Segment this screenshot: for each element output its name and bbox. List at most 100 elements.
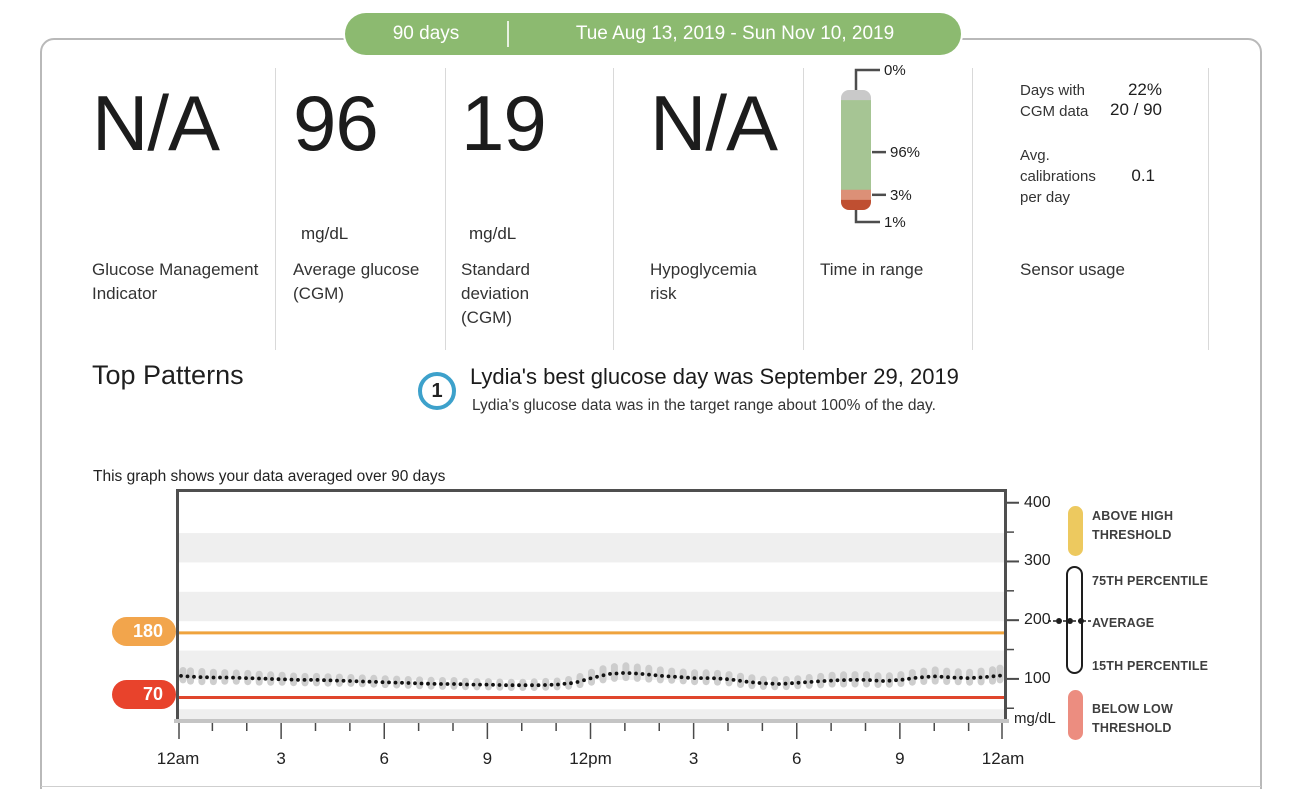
average-dot [478, 682, 482, 687]
average-dot [595, 674, 599, 679]
percentile-capsule [805, 674, 813, 689]
hypo-risk-label: Hypoglycemia risk [650, 260, 757, 303]
average-dot [465, 682, 469, 687]
average-dot [653, 673, 658, 678]
average-dot [569, 681, 573, 686]
average-dot [588, 676, 593, 681]
calibrations-value: 0.1 [1131, 166, 1155, 185]
average-dot [712, 676, 716, 681]
glucose-trend-plot[interactable] [176, 489, 1007, 721]
average-dot [972, 675, 976, 680]
percentile-capsule [656, 666, 664, 684]
average-dot [484, 682, 489, 687]
average-dot [608, 672, 612, 676]
std-dev-label: Standard deviation (CGM) [461, 260, 530, 327]
average-dot [179, 674, 183, 678]
time-in-range-label: Time in range [820, 260, 924, 279]
average-dot [504, 683, 508, 688]
average-dot [348, 679, 352, 683]
average-dot [439, 682, 443, 686]
percentile-capsule [278, 671, 286, 686]
average-dot [946, 675, 950, 680]
x-tick-label: 6 [379, 749, 389, 768]
average-dot [198, 675, 203, 679]
average-dot [315, 678, 320, 682]
tir-pct-very-low: 1% [884, 214, 906, 231]
percentile-capsule [759, 675, 767, 690]
average-dot [380, 680, 385, 685]
average-dot [978, 675, 983, 680]
tir-pct-above-high: 0% [884, 62, 906, 79]
average-dot [322, 678, 326, 683]
average-dot [549, 682, 554, 687]
average-dot [263, 676, 268, 681]
percentile-capsule [908, 669, 916, 686]
percentile-capsule [725, 671, 733, 687]
column-divider [803, 68, 804, 350]
average-dot [244, 676, 248, 680]
average-dot [699, 676, 703, 680]
average-dot [647, 672, 651, 677]
column-divider [1208, 68, 1209, 350]
legend-line: BELOW LOW [1092, 702, 1173, 716]
percentile-capsule [335, 673, 343, 687]
average-dot [634, 671, 638, 676]
average-dot [855, 678, 859, 682]
x-tick-label: 3 [688, 749, 699, 768]
pattern-title: Lydia's best glucose day was September 2… [470, 364, 959, 389]
average-dot [205, 675, 209, 680]
average-dot [185, 674, 190, 679]
average-dot [809, 680, 814, 684]
tir-segment-in-range [841, 100, 871, 191]
average-dot [660, 674, 664, 678]
percentile-capsule [519, 678, 527, 691]
average-dot [192, 674, 196, 679]
average-glucose-label: Average glucose (CGM) [293, 260, 420, 303]
average-dot [445, 682, 450, 686]
average-dot [959, 675, 963, 680]
y-tick-label: 300 [1024, 552, 1051, 570]
average-dot [666, 674, 671, 679]
average-dot [952, 675, 957, 680]
days-with-cgm-label: Days with CGM data [1020, 82, 1089, 120]
percentile-capsule [610, 663, 618, 682]
average-dot [523, 683, 528, 688]
period-label[interactable]: 90 days [392, 23, 460, 44]
legend-average-marker [1048, 618, 1092, 624]
sensor-usage-label: Sensor usage [1020, 260, 1125, 279]
date-range-label[interactable]: Tue Aug 13, 2019 - Sun Nov 10, 2019 [575, 23, 895, 44]
average-dot [744, 679, 749, 684]
average-dot [237, 676, 242, 680]
legend-line: ABOVE HIGH [1092, 509, 1174, 523]
percentile-capsule [484, 678, 492, 691]
average-dot [510, 683, 515, 688]
average-dot [374, 680, 378, 684]
y-axis-unit: mg/dL [1014, 710, 1056, 727]
average-dot [562, 681, 567, 686]
percentile-capsule [179, 667, 187, 684]
average-dot [848, 678, 853, 682]
average-dot [614, 671, 619, 676]
average-dot [250, 676, 255, 681]
time-in-range-bar: 0% 96% 3% 1% [841, 62, 920, 231]
average-dot [673, 674, 677, 679]
average-dot [868, 678, 872, 682]
percentile-capsule [714, 669, 721, 686]
average-dot [705, 676, 710, 680]
average-dot [679, 675, 684, 680]
average-dot [361, 679, 365, 684]
date-range-selector[interactable]: 90 days Tue Aug 13, 2019 - Sun Nov 10, 2… [345, 13, 961, 55]
pattern-number: 1 [431, 379, 443, 402]
gmi-label: Glucose Management Indicator [92, 260, 259, 303]
glucose-trend-svg [179, 533, 1004, 721]
percentile-capsule [966, 668, 974, 686]
column-divider [445, 68, 446, 350]
x-tick-label: 12am [981, 749, 1025, 768]
legend-below-low-swatch [1068, 690, 1083, 740]
average-dot [933, 674, 937, 679]
x-tick-label: 9 [482, 749, 493, 768]
legend-below-low-label: BELOW LOW THRESHOLD [1092, 700, 1173, 738]
average-dot [283, 677, 287, 682]
days-with-cgm-row: Days with CGM data 22% 20 / 90 [1020, 80, 1162, 122]
percentile-capsule [232, 669, 240, 685]
